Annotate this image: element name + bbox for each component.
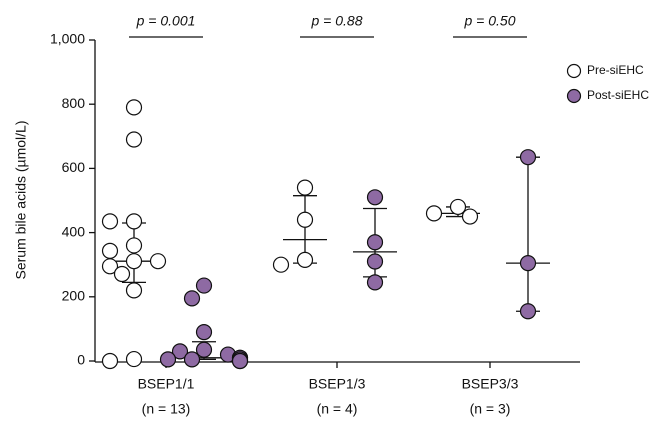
data-point xyxy=(125,350,143,368)
data-point xyxy=(101,352,119,370)
x-tick-label: BSEP1/1 xyxy=(138,376,195,392)
p-value: p = 0.001 xyxy=(136,13,196,29)
data-point xyxy=(366,189,384,206)
data-point xyxy=(195,324,213,341)
data-point xyxy=(101,258,119,275)
data-point xyxy=(195,341,213,358)
data-point xyxy=(461,208,479,225)
data-point xyxy=(296,251,314,268)
data-point xyxy=(519,303,537,320)
data-point xyxy=(231,352,249,370)
x-tick-label: BSEP3/3 xyxy=(462,376,519,392)
y-tick-label: 600 xyxy=(62,159,86,175)
y-tick-label: 800 xyxy=(62,95,86,111)
data-point xyxy=(101,242,119,259)
y-tick-label: 200 xyxy=(62,288,86,304)
x-tick-label: BSEP1/3 xyxy=(309,376,366,392)
data-point xyxy=(366,274,384,291)
data-point xyxy=(425,205,443,222)
legend-label: Post-siEHC xyxy=(587,88,649,102)
data-point xyxy=(183,351,201,368)
legend-marker xyxy=(566,63,582,79)
data-point xyxy=(125,213,143,230)
data-point xyxy=(296,211,314,228)
data-point xyxy=(171,343,189,360)
x-sublabel: (n = 13) xyxy=(142,401,191,417)
x-sublabel: (n = 4) xyxy=(317,401,358,417)
p-value: p = 0.50 xyxy=(464,13,516,29)
data-point xyxy=(101,213,119,230)
y-tick-label: 0 xyxy=(77,352,85,368)
data-point xyxy=(366,253,384,270)
data-point xyxy=(195,277,213,294)
x-sublabel: (n = 3) xyxy=(470,401,511,417)
data-point xyxy=(125,282,143,299)
data-point xyxy=(125,253,143,270)
data-point xyxy=(159,351,177,368)
legend-label: Pre-siEHC xyxy=(587,63,644,77)
data-point xyxy=(519,149,537,166)
data-point xyxy=(449,198,467,216)
data-point xyxy=(113,265,131,283)
data-point xyxy=(125,237,143,254)
data-point xyxy=(519,254,537,272)
legend-marker xyxy=(566,88,582,104)
y-axis-label: Serum bile acids (µmol/L) xyxy=(13,120,29,279)
data-point xyxy=(149,253,167,270)
y-tick-label: 1,000 xyxy=(50,31,85,47)
data-point xyxy=(125,99,143,116)
y-tick-label: 400 xyxy=(62,223,86,239)
data-point xyxy=(183,290,201,307)
data-point xyxy=(366,234,384,251)
data-point xyxy=(272,256,290,273)
data-point xyxy=(125,131,143,148)
p-value: p = 0.88 xyxy=(311,13,363,29)
data-point xyxy=(296,179,314,196)
